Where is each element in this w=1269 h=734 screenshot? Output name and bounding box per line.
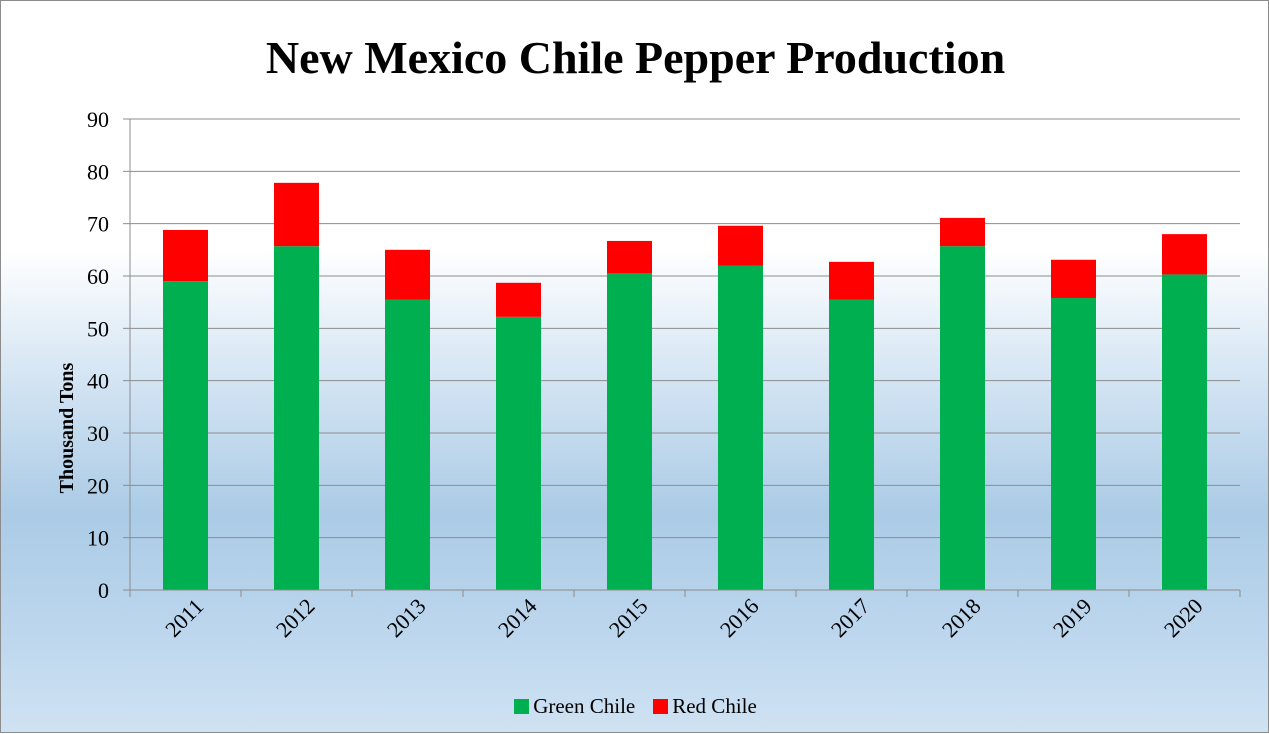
legend-label-red-chile: Red Chile bbox=[672, 694, 757, 718]
y-tick-label-0: 0 bbox=[98, 578, 109, 603]
y-tick-labels: 0 10 20 30 40 50 60 70 80 90 bbox=[87, 107, 109, 603]
x-tick-label-2020: 2020 bbox=[1159, 593, 1208, 642]
x-tick-label-2016: 2016 bbox=[715, 593, 764, 642]
bars bbox=[163, 182, 1207, 591]
legend: Green Chile Red Chile bbox=[1, 694, 1269, 719]
y-tick-label-70: 70 bbox=[87, 212, 109, 237]
x-tick-label-2012: 2012 bbox=[271, 593, 320, 642]
bar-red-chile-2015 bbox=[607, 240, 652, 274]
bar-red-chile-2020 bbox=[1162, 234, 1207, 275]
bar-green-chile-2017 bbox=[829, 299, 874, 590]
x-tick-labels: 2011 2012 2013 2014 2015 2016 2017 2018 2019 2020 bbox=[160, 593, 1208, 642]
bar-red-chile-2014 bbox=[496, 282, 541, 317]
x-tick-label-2017: 2017 bbox=[826, 593, 875, 642]
x-tick-label-2013: 2013 bbox=[382, 593, 431, 642]
bar-green-chile-2016 bbox=[718, 265, 763, 590]
bar-green-chile-2019 bbox=[1051, 297, 1096, 590]
legend-swatch-green-chile bbox=[514, 699, 530, 714]
bar-green-chile-2015 bbox=[607, 273, 652, 590]
y-tick-label-90: 90 bbox=[87, 107, 109, 132]
legend-label-green-chile: Green Chile bbox=[533, 694, 636, 718]
x-tick-label-2018: 2018 bbox=[937, 593, 986, 642]
y-tick-label-40: 40 bbox=[87, 369, 109, 394]
x-tick-label-2014: 2014 bbox=[493, 593, 542, 642]
y-tick-label-50: 50 bbox=[87, 316, 109, 341]
y-tick-label-20: 20 bbox=[87, 473, 109, 498]
y-tick-label-10: 10 bbox=[87, 526, 109, 551]
bar-green-chile-2011 bbox=[163, 281, 208, 590]
bar-red-chile-2019 bbox=[1051, 259, 1096, 298]
legend-swatch-red-chile bbox=[653, 699, 669, 714]
bar-red-chile-2011 bbox=[163, 229, 208, 282]
bar-green-chile-2014 bbox=[496, 316, 541, 590]
y-tick-label-30: 30 bbox=[87, 421, 109, 446]
y-tick-label-60: 60 bbox=[87, 264, 109, 289]
bar-green-chile-2018 bbox=[940, 246, 985, 591]
bar-green-chile-2013 bbox=[385, 299, 430, 590]
bar-red-chile-2016 bbox=[718, 225, 763, 266]
x-tick-label-2011: 2011 bbox=[160, 594, 208, 642]
y-tick-label-80: 80 bbox=[87, 159, 109, 184]
x-tick-label-2015: 2015 bbox=[604, 593, 653, 642]
axes bbox=[123, 118, 1241, 597]
bar-red-chile-2018 bbox=[940, 217, 985, 247]
bar-red-chile-2013 bbox=[385, 249, 430, 300]
bar-red-chile-2017 bbox=[829, 261, 874, 300]
bar-red-chile-2012 bbox=[274, 182, 319, 247]
bar-green-chile-2020 bbox=[1162, 274, 1207, 590]
legend-item-green-chile: Green Chile bbox=[514, 694, 635, 719]
chart-title: New Mexico Chile Pepper Production bbox=[265, 32, 1006, 83]
legend-item-red-chile: Red Chile bbox=[653, 694, 757, 719]
x-tick-label-2019: 2019 bbox=[1048, 593, 1097, 642]
bar-green-chile-2012 bbox=[274, 246, 319, 591]
y-axis-label: Thousand Tons bbox=[56, 362, 78, 493]
